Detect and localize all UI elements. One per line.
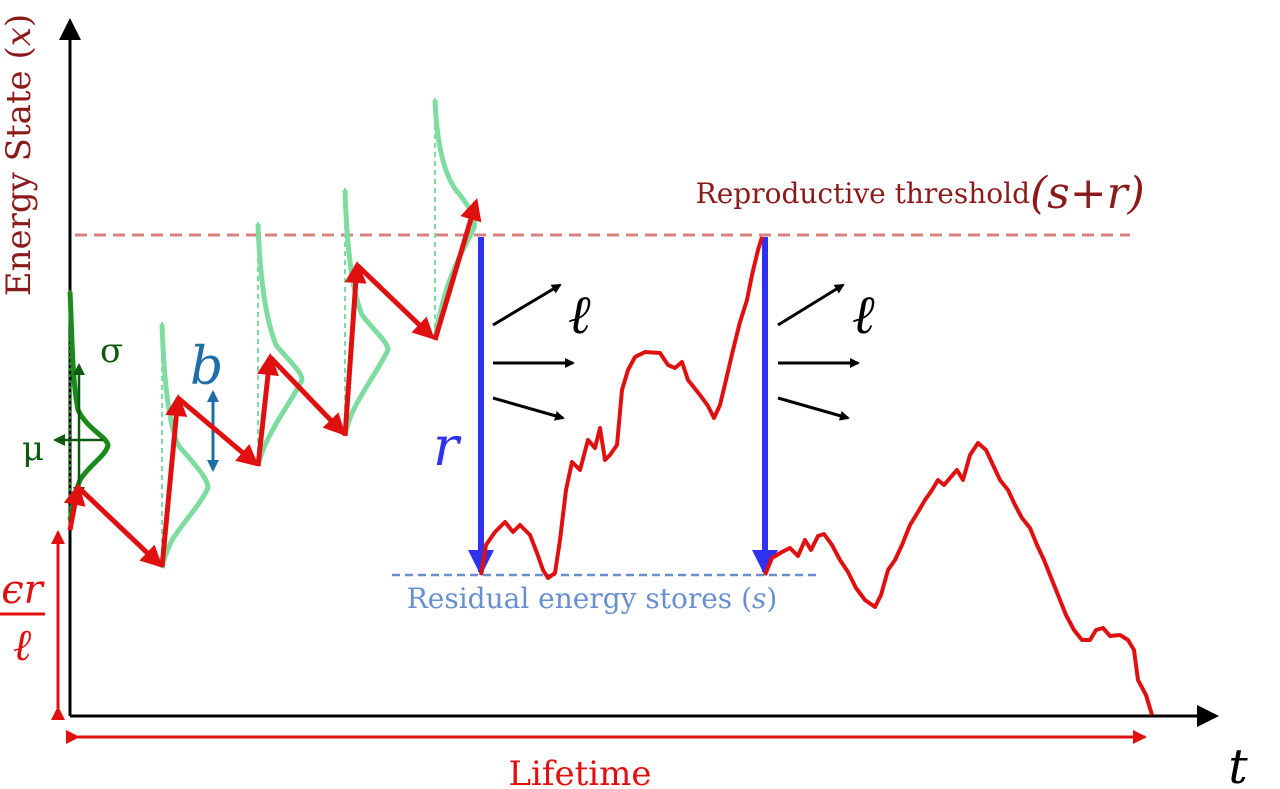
x-axis-label: 𝑡 <box>1228 739 1248 789</box>
fraction-denominator: ℓ <box>13 620 32 671</box>
energy-path-segment-1 <box>479 236 764 580</box>
mu-label: μ <box>22 429 44 469</box>
threshold-expression: (𝑠+𝑟) <box>1030 168 1145 219</box>
offspring-arrows-2 <box>777 283 860 421</box>
fraction-numerator: ϵ𝑟 <box>1 567 45 613</box>
initial-distribution <box>67 290 111 521</box>
offspring-arrows-1 <box>492 283 575 421</box>
y-axis-label: Energy State (𝑥) <box>0 14 39 296</box>
r-label: 𝑟 <box>433 415 462 478</box>
residual-label: Residual energy stores (𝑠) <box>407 582 778 615</box>
foraging-trajectory <box>63 198 482 568</box>
lifetime-label: Lifetime <box>508 754 651 789</box>
forage-distributions <box>159 98 477 569</box>
ell-label-1: ℓ <box>568 283 591 346</box>
ell-label-2: ℓ <box>852 283 875 346</box>
energy-path-segment-2 <box>763 441 1154 716</box>
threshold-label: Reproductive threshold <box>696 177 1030 210</box>
b-label: 𝑏 <box>190 337 223 397</box>
sigma-label: σ <box>100 331 123 371</box>
